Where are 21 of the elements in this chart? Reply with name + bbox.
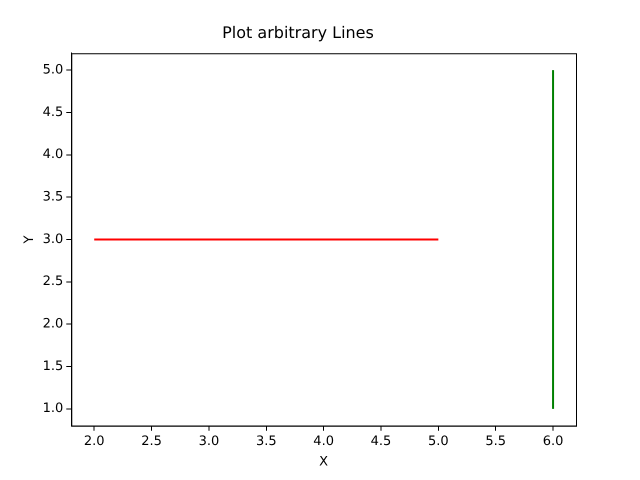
y-tick-label: 1.5	[42, 358, 64, 374]
y-tick-label: 3.5	[42, 190, 64, 205]
x-tick-label: 2.0	[84, 434, 105, 449]
y-tick-label: 3.0	[42, 232, 64, 247]
y-tick-label: 2.0	[42, 316, 64, 332]
x-tick-label: 5.0	[428, 434, 449, 449]
x-tick-label: 2.5	[141, 434, 162, 449]
x-axis-title: X	[319, 454, 328, 470]
x-tick-label: 3.5	[256, 434, 277, 449]
y-axis-title: Y	[22, 235, 38, 244]
x-tick-label: 3.0	[198, 434, 220, 449]
y-tick-label: 2.5	[42, 274, 64, 290]
x-tick-label: 4.5	[370, 434, 392, 449]
x-tick-label: 6.0	[542, 434, 564, 449]
x-tick-label: 5.5	[485, 434, 506, 449]
chart-title: Plot arbitrary Lines	[222, 22, 374, 42]
y-tick-label: 1.0	[42, 401, 64, 416]
y-tick-label: 4.5	[42, 104, 64, 120]
y-tick-label: 4.0	[42, 147, 64, 162]
x-tick-label: 4.0	[313, 434, 334, 449]
y-tick-label: 5.0	[42, 62, 64, 78]
